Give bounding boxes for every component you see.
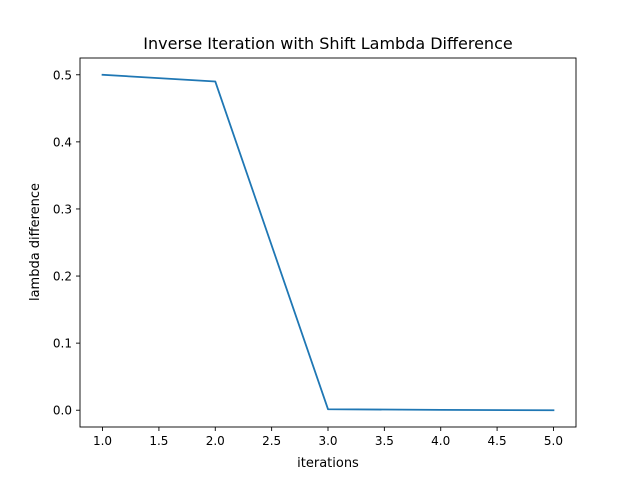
- y-tick-label: 0.5: [53, 68, 72, 82]
- y-tick-label: 0.0: [53, 404, 72, 418]
- x-tick-label: 1.0: [93, 434, 112, 448]
- chart-title: Inverse Iteration with Shift Lambda Diff…: [143, 34, 512, 53]
- x-tick-label: 3.5: [375, 434, 394, 448]
- y-tick-label: 0.4: [53, 135, 72, 149]
- series-line-0: [101, 73, 555, 412]
- y-tick-label: 0.1: [53, 337, 72, 351]
- x-tick-label: 1.5: [149, 434, 168, 448]
- x-tick-label: 3.0: [318, 434, 337, 448]
- y-tick-label: 0.2: [53, 270, 72, 284]
- y-tick-label: 0.3: [53, 202, 72, 216]
- x-axis-label: iterations: [297, 456, 359, 471]
- x-tick-label: 5.0: [544, 434, 563, 448]
- x-tick-label: 4.0: [431, 434, 450, 448]
- x-tick-label: 2.0: [206, 434, 225, 448]
- x-tick-label: 2.5: [262, 434, 281, 448]
- x-tick-label: 4.5: [488, 434, 507, 448]
- y-axis-label: lambda difference: [28, 183, 43, 301]
- axes-frame: [79, 57, 577, 428]
- plot-area: 1.0 1.5 2.0 2.5 3.0 3.5 4.0 4.5 5.0 0.0 0.1 0.2 0.3 0…: [53, 57, 577, 448]
